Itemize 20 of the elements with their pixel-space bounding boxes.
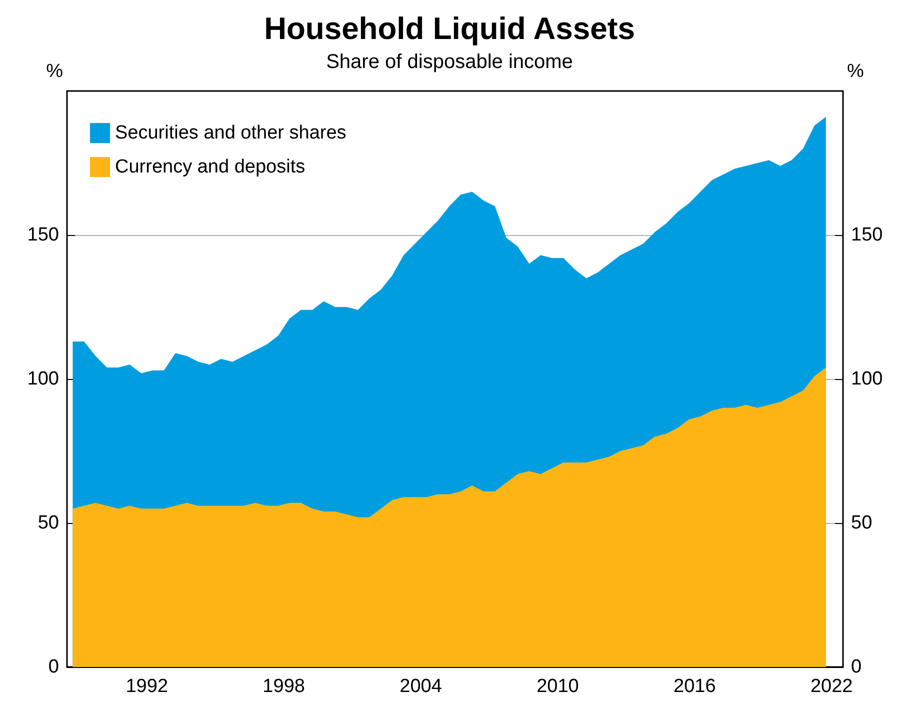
y2-tick-label: 150 — [851, 224, 883, 246]
x-tick-label: 2004 — [400, 676, 442, 697]
y2-tick-label: 50 — [851, 512, 872, 534]
y2-tick-label: 100 — [851, 368, 883, 390]
y-tick-label: 0 — [48, 656, 59, 678]
legend-label: Securities and other shares — [115, 122, 346, 144]
y2-axis-title: % — [847, 61, 864, 82]
x-tick-label: 2022 — [810, 676, 853, 697]
chart-title: Household Liquid Assets — [264, 11, 635, 46]
y-tick-label: 150 — [27, 224, 59, 246]
x-tick-label: 2010 — [536, 676, 579, 697]
legend-label: Currency and deposits — [115, 156, 306, 178]
y-axis-title: % — [46, 61, 64, 82]
x-tick-label: 1992 — [126, 676, 168, 697]
x-tick-label: 2016 — [674, 676, 716, 697]
chart-subtitle: Share of disposable income — [326, 51, 573, 73]
y-tick-label: 100 — [27, 368, 59, 390]
y2-tick-label: 0 — [851, 656, 862, 678]
x-tick-label: 1998 — [262, 676, 305, 697]
y-tick-label: 50 — [38, 512, 59, 534]
